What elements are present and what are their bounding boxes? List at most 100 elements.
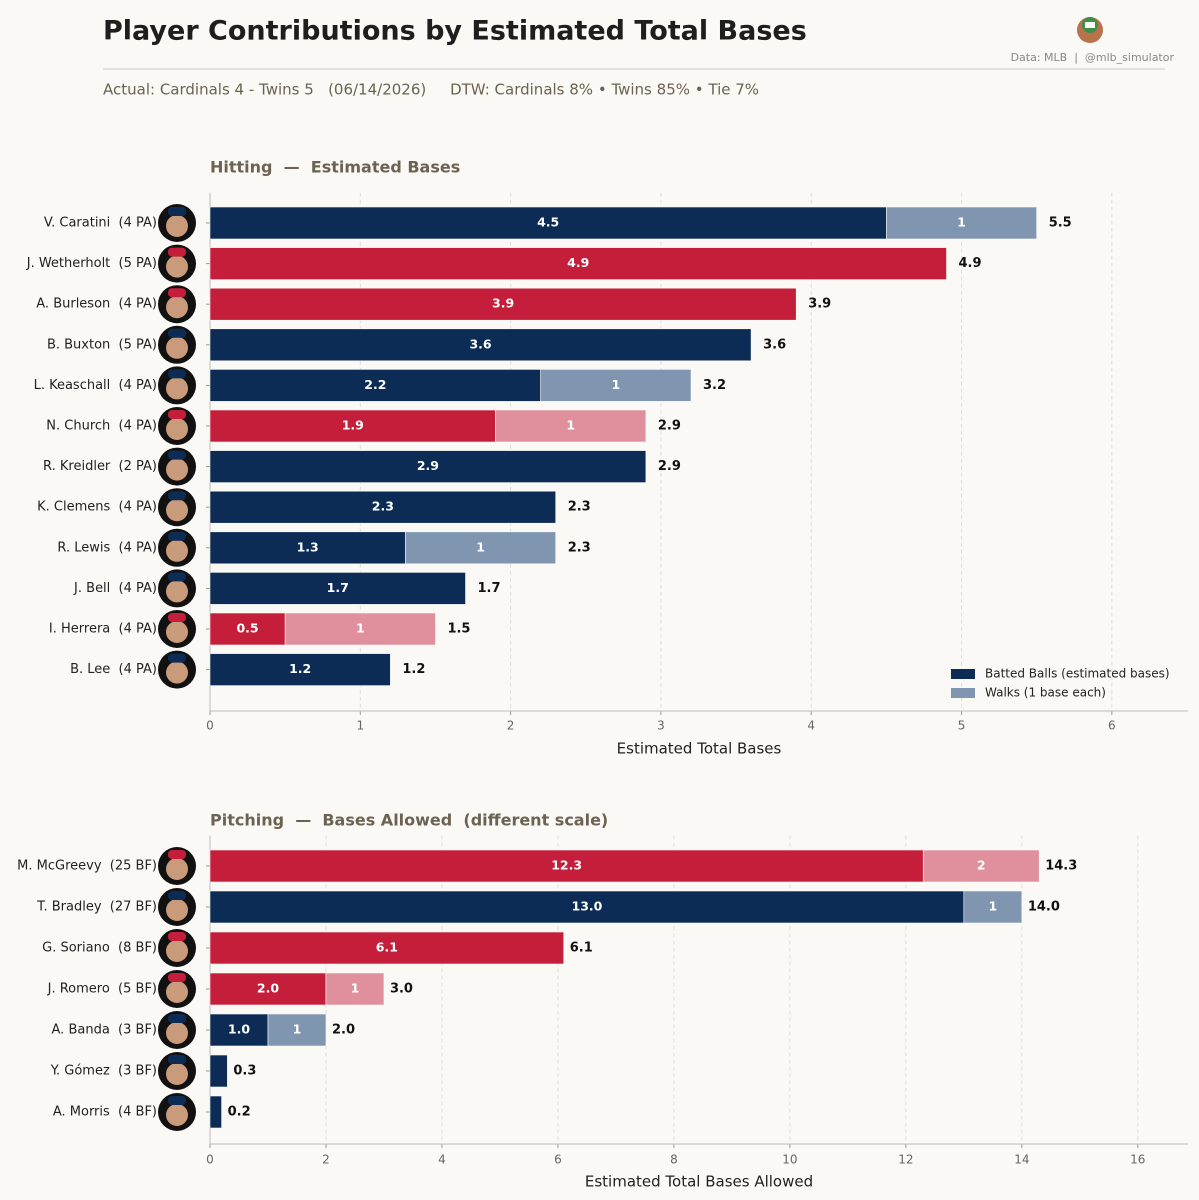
headshot-face (166, 1104, 188, 1126)
bar-segment (209, 328, 752, 362)
segment-label: 4.5 (537, 215, 559, 230)
segment-label: 13.0 (572, 899, 603, 914)
category-label: R. Kreidler (2 PA) (43, 459, 157, 474)
category-label: V. Caratini (4 PA) (44, 216, 157, 231)
bar-segment (325, 972, 385, 1006)
segment-label: 6.1 (376, 940, 398, 955)
segment-label: 1.0 (228, 1022, 250, 1037)
x-tick-label: 6 (554, 1153, 562, 1167)
category-label: L. Keaschall (4 PA) (34, 378, 157, 393)
bar-segment (209, 287, 797, 321)
segment-label: 1 (957, 215, 966, 230)
bar-segment (267, 1013, 327, 1047)
segment-label: 12.3 (551, 858, 582, 873)
segment-label: 1 (566, 418, 575, 433)
headshot-cap (168, 1055, 186, 1064)
x-tick-label: 8 (670, 1153, 678, 1167)
bar-segment (209, 531, 406, 565)
headshot-cap (168, 531, 186, 541)
headshot-face (166, 940, 188, 962)
bar-segment (209, 572, 466, 605)
bar-segment (209, 450, 647, 483)
total-label: 2.9 (658, 459, 681, 474)
total-label: 3.2 (703, 378, 726, 393)
x-tick-label: 12 (898, 1153, 913, 1167)
total-label: 14.3 (1045, 859, 1077, 874)
headshot-cap (168, 410, 186, 419)
headshot-face (166, 580, 188, 603)
total-label: 4.9 (959, 256, 982, 271)
x-tick-label: 2 (322, 1153, 330, 1167)
headshot-cap (168, 207, 186, 216)
total-label: 2.9 (658, 419, 681, 434)
headshot-cap (168, 1096, 186, 1105)
category-label: B. Buxton (5 PA) (47, 337, 157, 352)
x-tick-label: 16 (1130, 1153, 1145, 1167)
segment-label: 1 (611, 377, 620, 392)
segment-label: 1.3 (297, 539, 319, 554)
x-tick-label: 14 (1014, 1153, 1029, 1167)
headshot-face (166, 215, 188, 237)
headshot-face (166, 336, 188, 359)
category-label: M. McGreevy (25 BF) (17, 859, 157, 874)
segment-label: 3.9 (492, 296, 514, 311)
total-label: 3.0 (390, 982, 413, 997)
total-label: 0.3 (233, 1064, 256, 1079)
total-label: 1.2 (402, 662, 425, 677)
total-label: 5.5 (1049, 216, 1072, 231)
headshot-cap (168, 613, 186, 622)
bar-segment (922, 849, 1040, 883)
x-tick-label: 5 (958, 719, 966, 733)
bar-segment (209, 890, 965, 924)
headshot-face (166, 255, 188, 278)
category-label: N. Church (4 PA) (46, 419, 157, 434)
total-label: 3.9 (808, 297, 831, 312)
x-tick-label: 1 (356, 719, 364, 733)
category-label: B. Lee (4 PA) (70, 662, 157, 677)
bar-segment (284, 612, 436, 646)
segment-label: 1.9 (342, 418, 364, 433)
bar-segment (209, 972, 327, 1006)
total-label: 2.0 (332, 1023, 355, 1038)
bar-segment (209, 931, 565, 965)
bar-segment (209, 1095, 222, 1129)
segment-label: 0.5 (236, 621, 258, 636)
segment-label: 1.2 (289, 661, 311, 676)
headshot-cap (168, 932, 186, 941)
headshot-face (166, 1063, 188, 1085)
total-label: 14.0 (1028, 900, 1060, 915)
total-label: 0.2 (228, 1105, 251, 1120)
source: Data: MLB | @mlb_simulator (1011, 51, 1175, 64)
total-label: 6.1 (570, 941, 593, 956)
category-label: R. Lewis (4 PA) (57, 540, 157, 555)
headshot-cap (168, 891, 186, 900)
x-tick-label: 10 (782, 1153, 797, 1167)
total-label: 3.6 (763, 337, 786, 352)
headshot-cap (168, 1014, 186, 1023)
headshot-face (166, 458, 188, 481)
category-label: I. Herrera (4 PA) (49, 622, 157, 637)
category-label: K. Clemens (4 PA) (37, 500, 157, 515)
segment-label: 1 (293, 1022, 302, 1037)
category-label: A. Morris (4 BF) (53, 1105, 157, 1120)
bar-segment (209, 612, 286, 646)
headshot-face (166, 1022, 188, 1044)
headshot-face (166, 377, 188, 400)
segment-label: 1 (351, 981, 360, 996)
category-label: T. Bradley (27 BF) (36, 900, 157, 915)
bar-segment (209, 369, 541, 402)
x-axis-title: Estimated Total Bases Allowed (585, 1173, 813, 1191)
segment-label: 1 (988, 899, 997, 914)
segment-label: 3.6 (469, 336, 491, 351)
category-label: J. Romero (5 BF) (47, 982, 157, 997)
bar-segment (963, 890, 1023, 924)
headshot-face (166, 981, 188, 1003)
headshot-cap (168, 288, 186, 298)
category-label: Y. Gómez (3 BF) (50, 1064, 157, 1079)
segment-label: 4.9 (567, 255, 589, 270)
segment-label: 1 (356, 621, 365, 636)
segment-label: 2.2 (364, 377, 386, 392)
headshot-face (166, 621, 188, 643)
headshot-face (166, 899, 188, 921)
